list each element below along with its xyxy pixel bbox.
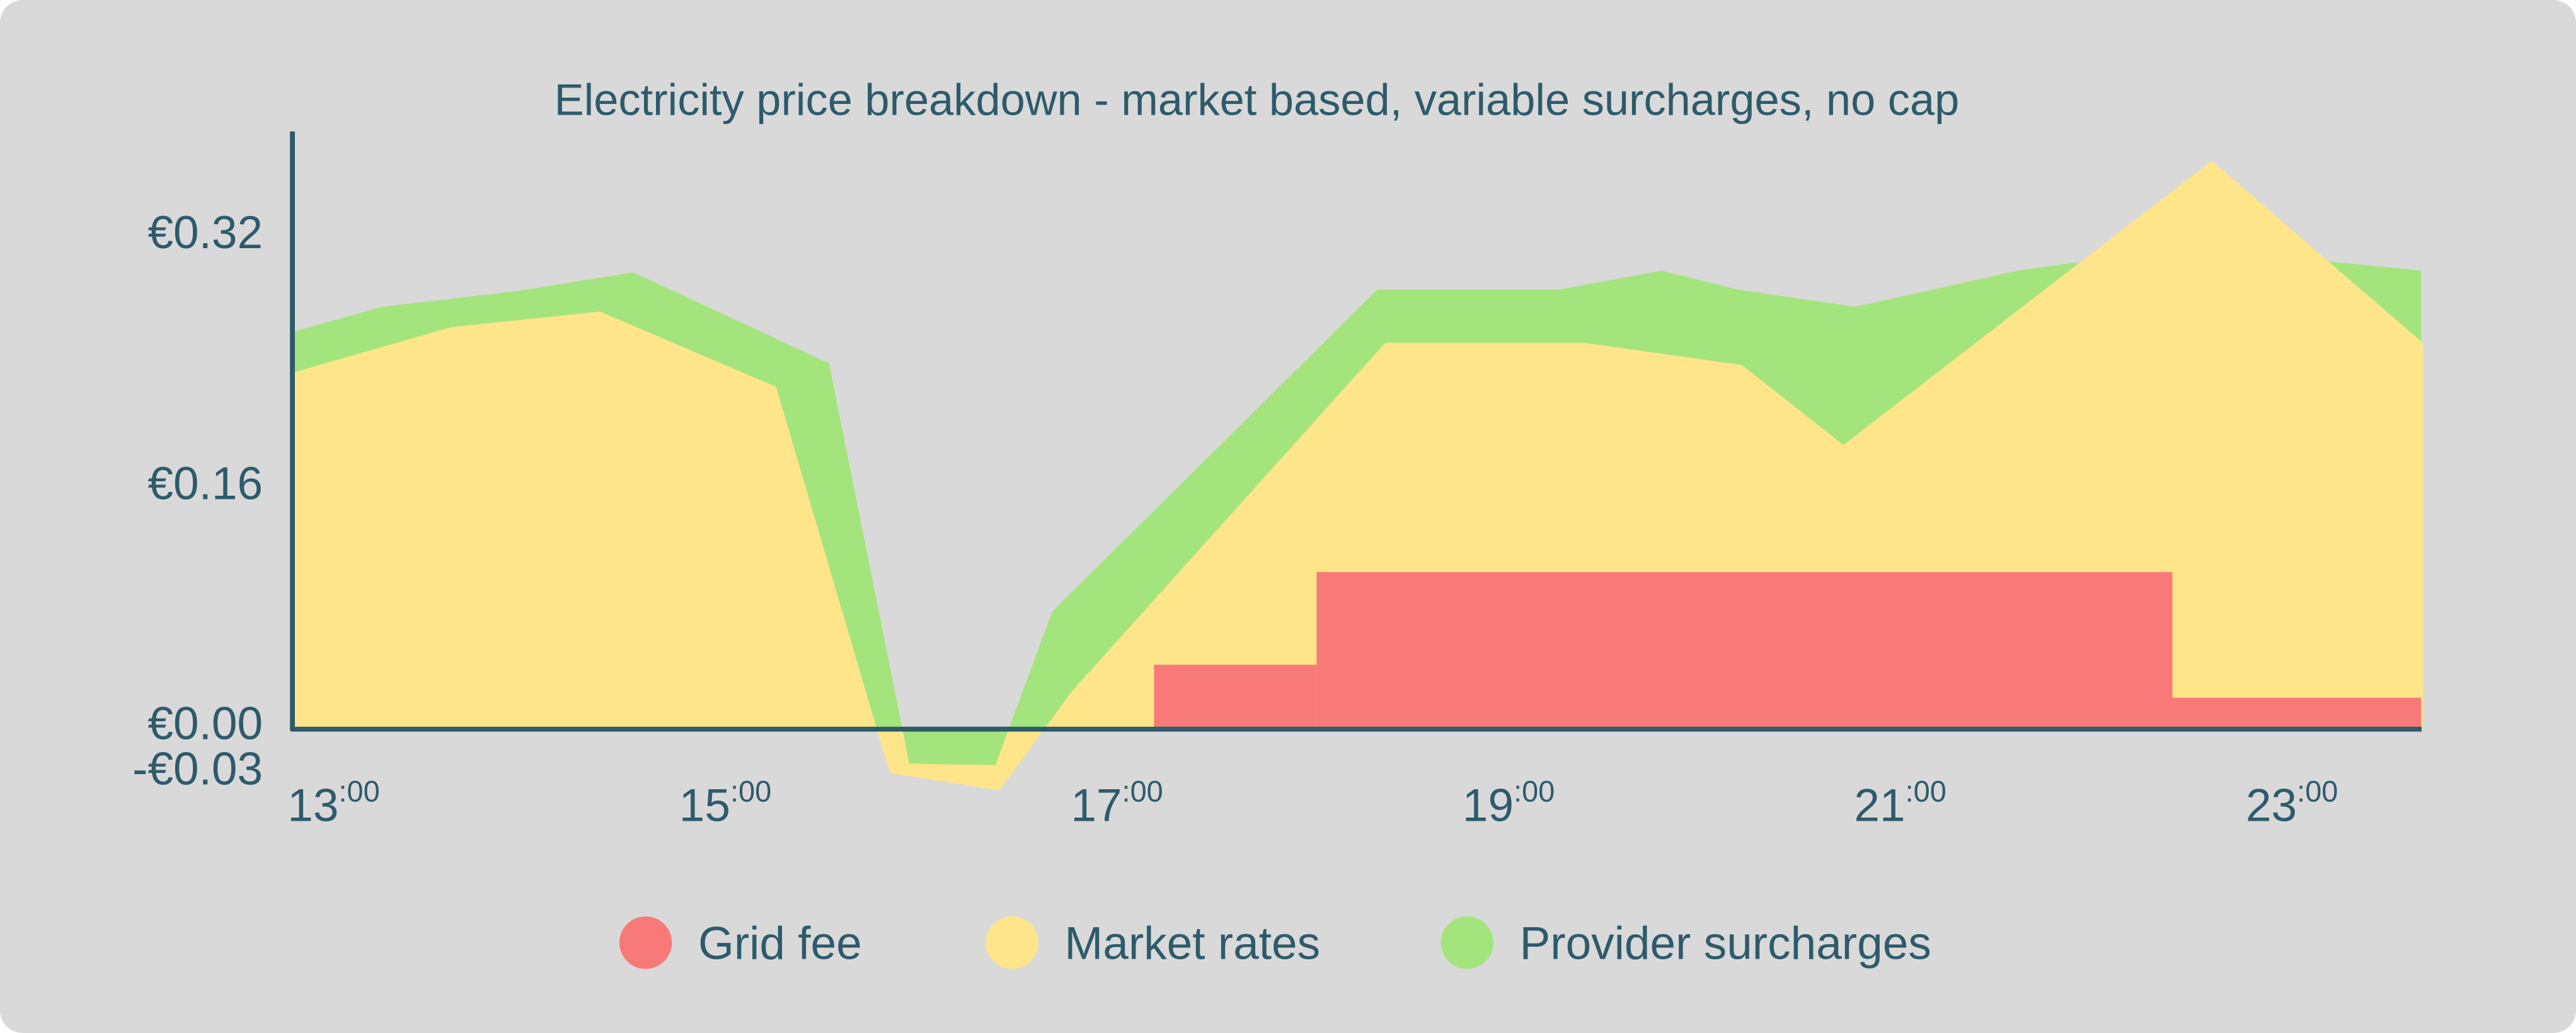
legend-swatch: [1440, 916, 1493, 969]
x-tick-hour: 23: [2246, 780, 2297, 831]
legend-swatch: [619, 916, 672, 969]
x-tick-hour: 15: [679, 780, 730, 831]
x-tick-minutes: :00: [1514, 775, 1555, 808]
y-tick-label: -€0.03: [132, 743, 263, 794]
legend: Grid fee Market rates Provider surcharges: [619, 916, 1931, 969]
grid-fee-step: [2172, 697, 2422, 728]
legend-label: Market rates: [1064, 918, 1320, 969]
x-tick-minutes: :00: [1122, 775, 1163, 808]
x-tick-hour: 13: [287, 780, 338, 831]
legend-swatch: [986, 916, 1038, 969]
x-tick-hour: 21: [1854, 780, 1905, 831]
x-tick-label: 13:00: [287, 775, 379, 831]
grid-fee-step: [1154, 665, 1317, 728]
x-tick-minutes: :00: [730, 775, 771, 808]
grid-fee-step: [1316, 572, 2173, 728]
y-tick-label: €0.32: [147, 207, 263, 258]
x-tick-hour: 19: [1463, 780, 1514, 831]
x-tick-label: 19:00: [1463, 775, 1555, 831]
x-tick-label: 15:00: [679, 775, 771, 831]
x-tick-label: 21:00: [1854, 775, 1946, 831]
x-tick-label: 17:00: [1071, 775, 1163, 831]
y-tick-label: €0.00: [147, 698, 263, 749]
legend-label: Grid fee: [698, 918, 862, 969]
y-tick-label: €0.16: [147, 459, 263, 510]
plot-area: [292, 161, 2424, 790]
x-tick-minutes: :00: [1906, 775, 1946, 808]
x-tick-labels: 13:00 15:00 17:00 19:00 21:00 23:00: [287, 775, 2338, 831]
y-tick-labels: €0.32 €0.16 €0.00-€0.03: [132, 207, 263, 794]
x-tick-hour: 17: [1071, 780, 1122, 831]
x-tick-minutes: :00: [338, 775, 379, 808]
chart-title: Electricity price breakdown - market bas…: [555, 75, 1960, 125]
x-tick-minutes: :00: [2297, 775, 2338, 808]
legend-label: Provider surcharges: [1520, 918, 1931, 969]
x-tick-label: 23:00: [2246, 775, 2338, 831]
